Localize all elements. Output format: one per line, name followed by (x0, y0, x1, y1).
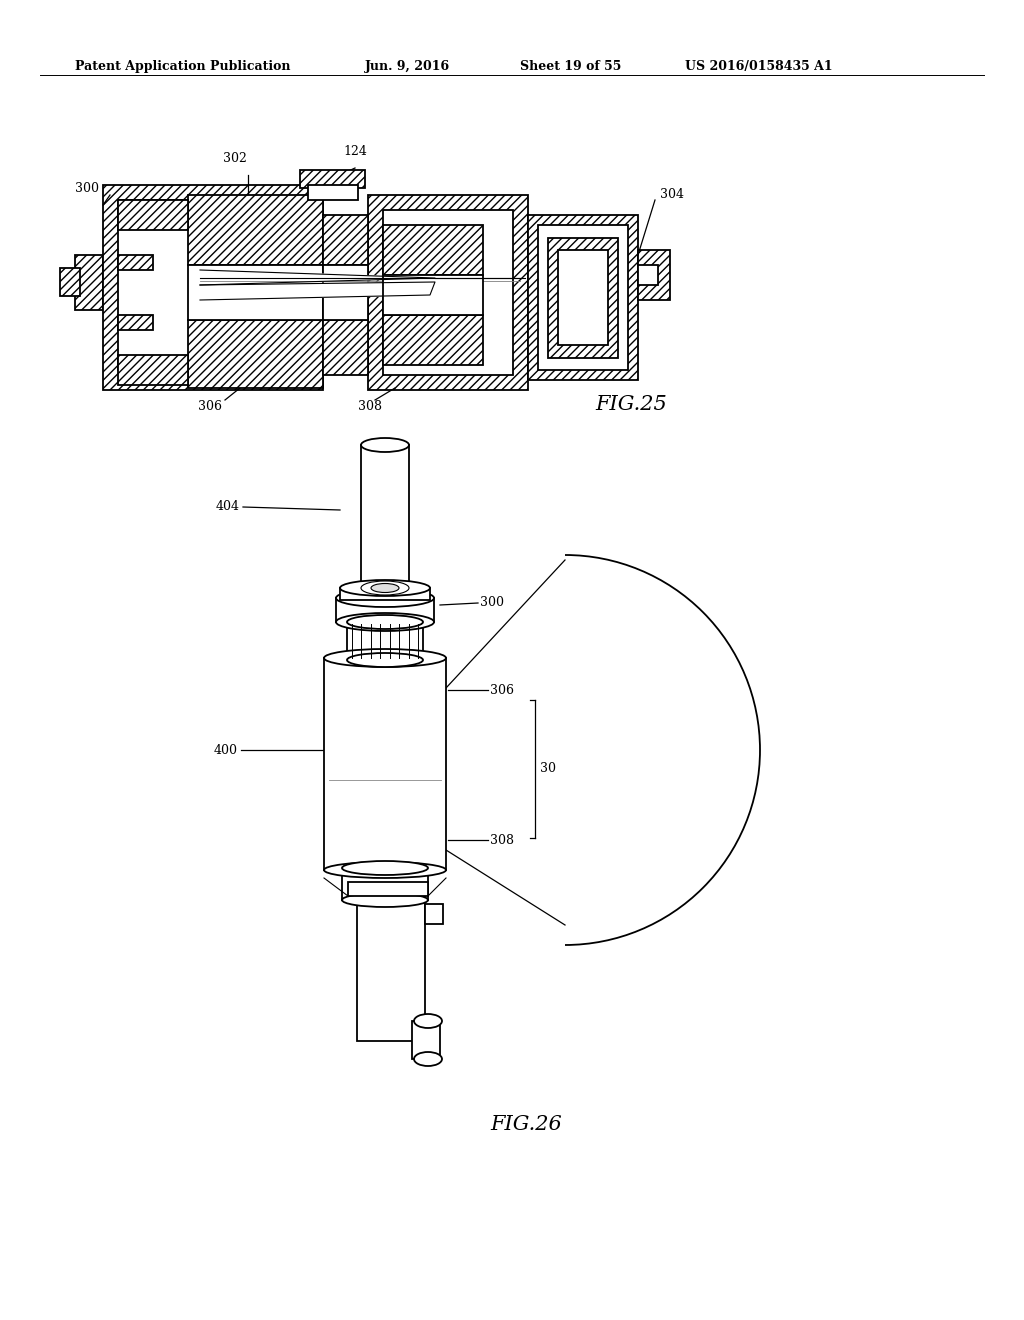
Bar (300, 170, 365, 187)
Ellipse shape (414, 1052, 442, 1067)
Bar (323, 319, 368, 375)
Bar (103, 185, 323, 389)
Bar (528, 215, 638, 380)
Bar (336, 598, 434, 622)
Ellipse shape (324, 649, 446, 667)
Bar (348, 882, 428, 896)
Bar (383, 210, 513, 375)
Ellipse shape (347, 653, 423, 667)
Text: 300: 300 (480, 597, 504, 610)
Text: 302: 302 (223, 152, 247, 165)
Bar (118, 255, 153, 271)
Bar (347, 622, 423, 660)
Bar (342, 869, 428, 900)
Text: FIG.25: FIG.25 (595, 395, 667, 414)
Bar (323, 265, 368, 319)
Bar (188, 319, 323, 388)
Bar (308, 185, 358, 201)
Bar (75, 255, 103, 310)
Ellipse shape (324, 862, 446, 878)
Ellipse shape (336, 612, 434, 631)
Bar (188, 195, 323, 265)
Text: US 2016/0158435 A1: US 2016/0158435 A1 (685, 59, 833, 73)
Text: 30: 30 (540, 762, 556, 775)
Text: 124: 124 (343, 145, 367, 158)
Bar (425, 904, 443, 924)
Text: FIG.26: FIG.26 (490, 1115, 562, 1134)
Polygon shape (200, 282, 435, 300)
Bar (412, 1020, 440, 1059)
Text: 404: 404 (216, 500, 240, 513)
Bar (357, 896, 425, 1041)
Bar (188, 265, 323, 319)
Ellipse shape (342, 894, 428, 907)
Text: 308: 308 (358, 400, 382, 413)
Bar (361, 445, 409, 601)
Ellipse shape (414, 1014, 442, 1028)
Text: 400: 400 (214, 743, 238, 756)
Bar (538, 224, 628, 370)
Bar (118, 201, 303, 370)
Text: 306: 306 (490, 684, 514, 697)
Ellipse shape (361, 438, 409, 451)
Bar (118, 201, 188, 230)
Ellipse shape (342, 861, 428, 875)
Text: 306: 306 (198, 400, 222, 413)
Text: 304: 304 (660, 187, 684, 201)
Text: 308: 308 (490, 833, 514, 846)
Bar (638, 265, 658, 285)
Bar (323, 215, 368, 265)
Text: Jun. 9, 2016: Jun. 9, 2016 (365, 59, 451, 73)
Ellipse shape (371, 583, 399, 593)
Bar (638, 249, 670, 300)
Bar (60, 268, 80, 296)
Text: 300: 300 (75, 182, 99, 195)
Bar (558, 249, 608, 345)
Text: Patent Application Publication: Patent Application Publication (75, 59, 291, 73)
Polygon shape (200, 271, 435, 285)
Ellipse shape (336, 589, 434, 607)
Bar (383, 224, 483, 275)
Text: Sheet 19 of 55: Sheet 19 of 55 (520, 59, 622, 73)
Ellipse shape (361, 594, 409, 606)
Ellipse shape (340, 579, 430, 597)
Bar (118, 355, 188, 385)
Ellipse shape (347, 615, 423, 630)
Bar (383, 275, 483, 315)
Bar (368, 195, 528, 389)
Bar (118, 315, 153, 330)
Bar (383, 315, 483, 366)
Bar (324, 657, 446, 870)
Bar (340, 587, 430, 601)
Bar (548, 238, 618, 358)
